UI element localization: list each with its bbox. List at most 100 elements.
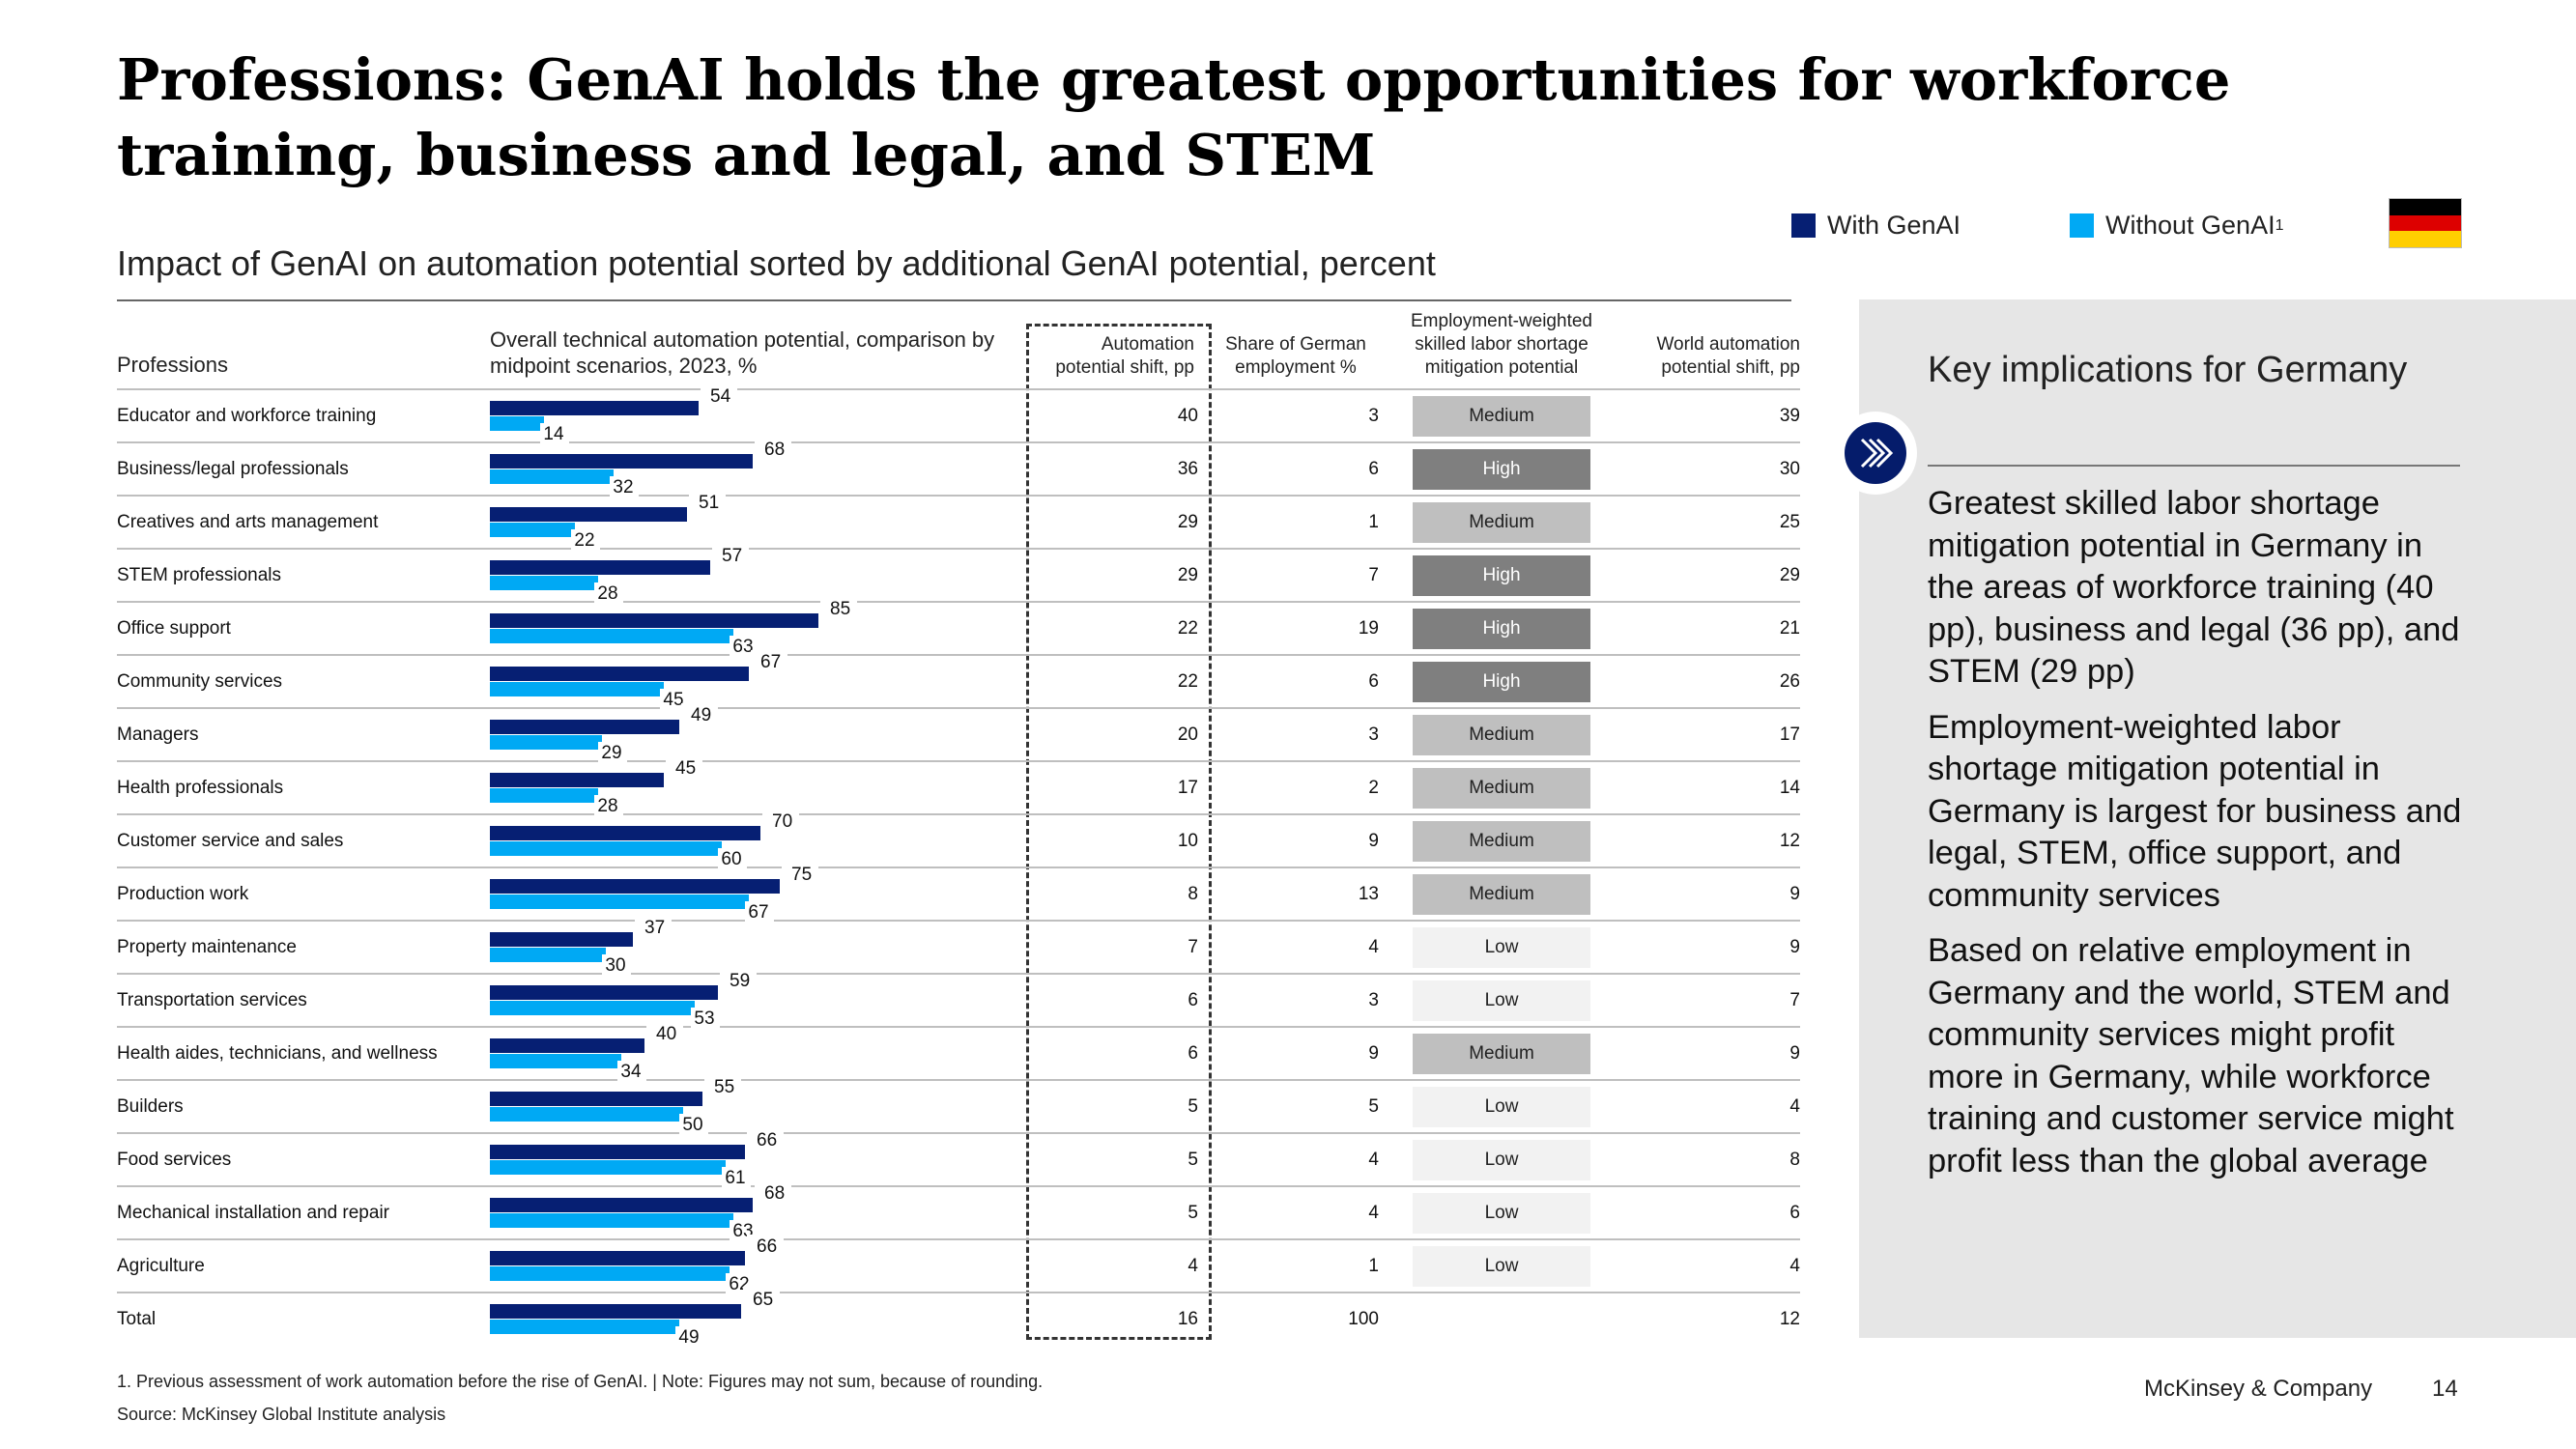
world-shift-value: 4 xyxy=(1789,1096,1800,1117)
world-shift-value: 4 xyxy=(1789,1256,1800,1276)
world-shift-value: 17 xyxy=(1779,724,1800,745)
row-label: Business/legal professionals xyxy=(117,459,349,479)
world-shift-value: 26 xyxy=(1779,671,1800,692)
share-value: 100 xyxy=(1348,1309,1379,1329)
shift-value: 5 xyxy=(1188,1096,1198,1117)
shift-value: 16 xyxy=(1177,1309,1198,1329)
shift-value: 6 xyxy=(1188,1043,1198,1064)
data-label-with: 85 xyxy=(830,599,850,619)
shift-value: 20 xyxy=(1177,724,1198,745)
label-bg xyxy=(722,1167,751,1188)
legend-swatch-without xyxy=(2070,213,2094,238)
bar-without-genai xyxy=(490,948,606,962)
data-label-with: 67 xyxy=(760,652,781,672)
data-label-with: 70 xyxy=(772,811,792,832)
label-bg xyxy=(762,810,799,831)
data-label-with: 54 xyxy=(710,386,731,407)
row-divider xyxy=(117,707,1800,709)
mitigation-badge: High xyxy=(1413,449,1590,490)
mitigation-badge: Medium xyxy=(1413,874,1590,915)
world-shift-value: 12 xyxy=(1779,1309,1800,1329)
bar-without-genai xyxy=(490,1213,733,1228)
data-label-with: 68 xyxy=(764,1183,785,1204)
source-note: Source: McKinsey Global Institute analys… xyxy=(117,1405,446,1424)
row-divider xyxy=(117,548,1800,550)
row-divider xyxy=(117,1132,1800,1134)
label-bg xyxy=(755,438,791,459)
footnote: 1. Previous assessment of work automatio… xyxy=(117,1372,1044,1391)
bar-with-genai xyxy=(490,985,718,1000)
row-label: Community services xyxy=(117,671,283,692)
data-label-without: 61 xyxy=(725,1168,745,1188)
label-bg xyxy=(704,1075,741,1096)
label-bg xyxy=(720,969,757,990)
row-divider xyxy=(117,601,1800,603)
data-label-with: 49 xyxy=(691,705,711,725)
row-divider xyxy=(117,760,1800,762)
double-chevron-right-icon xyxy=(1845,422,1906,484)
share-value: 1 xyxy=(1368,512,1379,532)
bar-without-genai xyxy=(490,1320,679,1334)
mitigation-badge: Medium xyxy=(1413,396,1590,437)
mitigation-badge: High xyxy=(1413,609,1590,649)
shift-value: 6 xyxy=(1188,990,1198,1010)
label-bg xyxy=(681,703,718,724)
label-bg xyxy=(701,384,737,406)
company-name: McKinsey & Company xyxy=(2144,1376,2373,1402)
row-divider xyxy=(117,920,1800,922)
shift-value: 36 xyxy=(1177,459,1198,479)
world-shift-value: 12 xyxy=(1779,831,1800,851)
row-label: Office support xyxy=(117,618,231,639)
data-label-with: 37 xyxy=(644,918,665,938)
panel-title: Key implications for Germany xyxy=(1928,350,2408,390)
legend-swatch-with xyxy=(1791,213,1816,238)
bar-with-genai xyxy=(490,667,749,681)
shift-value: 4 xyxy=(1188,1256,1198,1276)
header-world: World automation potential shift, pp xyxy=(1656,334,1800,378)
data-label-without: 30 xyxy=(605,955,625,976)
label-bg xyxy=(691,1008,720,1029)
data-label-with: 55 xyxy=(714,1077,734,1097)
mitigation-badge: High xyxy=(1413,662,1590,702)
panel-bullet: Greatest skilled labor shortage mitigati… xyxy=(1928,485,2460,690)
label-bg xyxy=(745,901,774,923)
legend-with-genai: With GenAI xyxy=(1791,211,1961,241)
row-label: Transportation services xyxy=(117,990,307,1010)
header-professions: Professions xyxy=(117,353,228,377)
shift-value: 10 xyxy=(1177,831,1198,851)
label-bg xyxy=(602,954,631,976)
share-value: 6 xyxy=(1368,671,1379,692)
row-label: Customer service and sales xyxy=(117,831,344,851)
world-shift-value: 8 xyxy=(1789,1150,1800,1170)
bar-with-genai xyxy=(490,1304,741,1319)
data-label-with: 51 xyxy=(699,493,719,513)
mitigation-badge: Low xyxy=(1413,1246,1590,1287)
bar-with-genai xyxy=(490,1198,753,1212)
bar-without-genai xyxy=(490,788,598,803)
label-bg xyxy=(666,756,702,778)
chart-subtitle: Impact of GenAI on automation potential … xyxy=(117,243,1436,283)
label-bg xyxy=(610,476,639,497)
share-value: 9 xyxy=(1368,831,1379,851)
mitigation-badge: Low xyxy=(1413,980,1590,1021)
data-label-with: 59 xyxy=(730,971,750,991)
bar-with-genai xyxy=(490,560,710,575)
row-label: Educator and workforce training xyxy=(117,406,377,426)
germany-flag-icon xyxy=(2389,198,2462,248)
bar-without-genai xyxy=(490,735,602,750)
row-label: Health professionals xyxy=(117,778,284,798)
header-shift: Automation potential shift, pp xyxy=(1055,334,1194,378)
bar-with-genai xyxy=(490,773,664,787)
row-label: Food services xyxy=(117,1150,232,1170)
bar-without-genai xyxy=(490,1160,726,1175)
row-label: Creatives and arts management xyxy=(117,512,379,532)
row-label: Health aides, technicians, and wellness xyxy=(117,1043,438,1064)
data-label-without: 49 xyxy=(678,1327,699,1348)
mitigation-badge: Low xyxy=(1413,1087,1590,1127)
data-label-without: 28 xyxy=(597,796,617,816)
row-divider xyxy=(117,441,1800,443)
bar-without-genai xyxy=(490,1001,695,1015)
bar-with-genai xyxy=(490,1145,745,1159)
label-bg xyxy=(820,597,857,618)
